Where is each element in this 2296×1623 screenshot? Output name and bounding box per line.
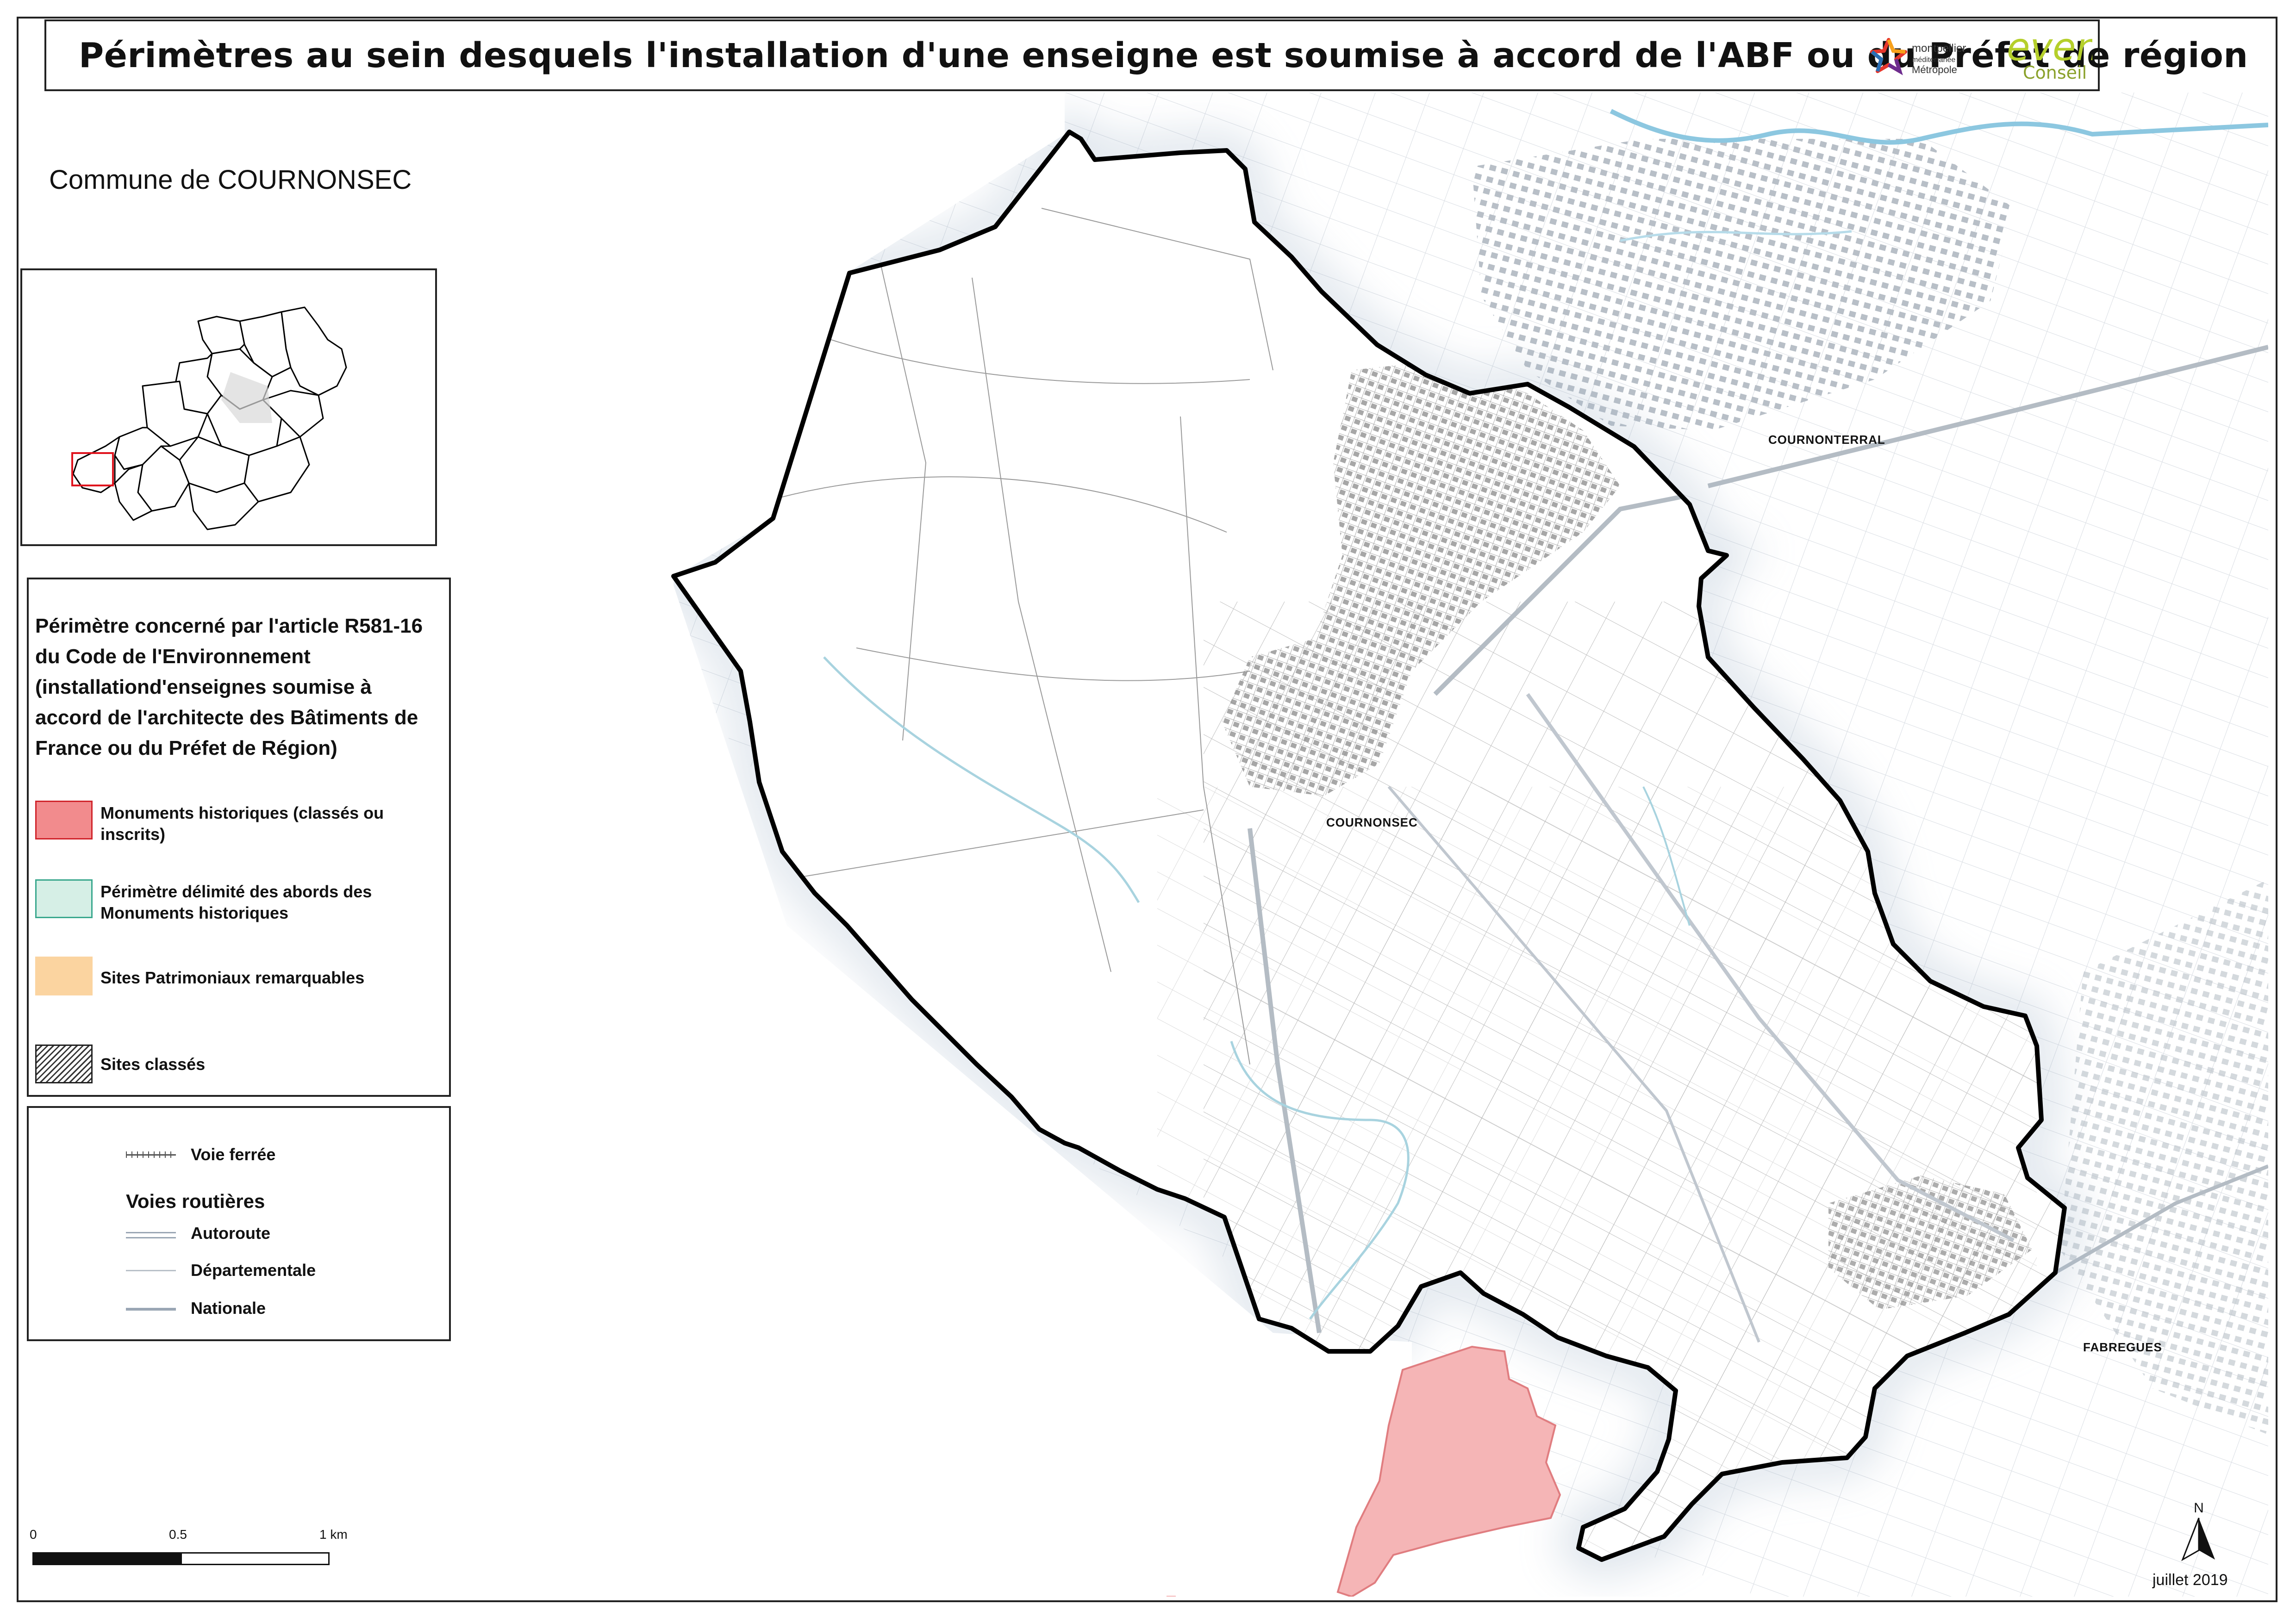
scale-bar: 0 0.5 1 km: [30, 1527, 468, 1573]
main-map[interactable]: [458, 93, 2268, 1597]
legend-label-sites-classes: Sites classés: [100, 1055, 206, 1074]
north-arrow-icon: N: [2181, 1500, 2215, 1561]
scale-tick-1km: 1 km: [319, 1527, 348, 1542]
legend-label-voie-ferree: Voie ferrée: [191, 1145, 276, 1164]
swatch-sites-classes: [35, 1045, 93, 1083]
swatch-abords-monuments: [35, 879, 93, 918]
scale-tick-05: 0.5: [169, 1527, 187, 1542]
place-fabregues: FABREGUES: [2083, 1340, 2162, 1354]
legend-label-monuments: Monuments historiques (classés ou inscri…: [100, 803, 384, 844]
place-cournonsec: COURNONSEC: [1326, 815, 1418, 829]
legend-label-abords: Périmètre délimité des abords des Monume…: [100, 882, 372, 922]
swatch-sites-patrimoniaux: [35, 957, 93, 995]
legend-label-departementale: Départementale: [191, 1261, 316, 1280]
svg-text:Métropole: Métropole: [1912, 64, 1957, 75]
even-conseil-logo: even Conseil: [2007, 28, 2092, 83]
legend-perimetre: Périmètre concerné par l'article R581-16…: [27, 578, 451, 1097]
departementale-symbol: [126, 1270, 176, 1271]
monument-historique-polygon[interactable]: [1336, 1345, 1561, 1597]
svg-text:montpellier: montpellier: [1912, 42, 1966, 55]
legend-label-autoroute: Autoroute: [191, 1224, 270, 1243]
legend-label-nationale: Nationale: [191, 1299, 266, 1318]
legend-perimetre-title: Périmètre concerné par l'article R581-16…: [35, 615, 423, 759]
swatch-monuments-historiques: [35, 801, 93, 839]
legend-voies: Voie ferrée Voies routières Autoroute Dé…: [27, 1106, 451, 1341]
svg-text:even: even: [2007, 28, 2092, 69]
legend-label-sites-patrimoniaux: Sites Patrimoniaux remarquables: [100, 968, 365, 987]
svg-text:N: N: [2194, 1500, 2204, 1516]
montpellier-star-logo: montpellier méditerranée Métropole: [1870, 38, 1966, 75]
overview-inset-map[interactable]: [20, 268, 437, 546]
legend-voies-heading: Voies routières: [126, 1190, 265, 1212]
autoroute-symbol: [126, 1232, 176, 1238]
nationale-symbol: [126, 1308, 176, 1311]
commune-label: Commune de COURNONSEC: [49, 165, 412, 195]
svg-text:méditerranée: méditerranée: [1912, 56, 1955, 64]
place-cournonterral: COURNONTERRAL: [1768, 433, 1885, 447]
map-frame: [17, 17, 2277, 1602]
svg-text:Conseil: Conseil: [2023, 62, 2087, 83]
scale-tick-0: 0: [30, 1527, 37, 1542]
voie-ferree-symbol: [126, 1151, 176, 1158]
title-box: Périmètres au sein desquels l'installati…: [44, 19, 2248, 91]
map-date: juillet 2019: [2152, 1571, 2228, 1589]
overview-highlight-box: [71, 452, 114, 486]
